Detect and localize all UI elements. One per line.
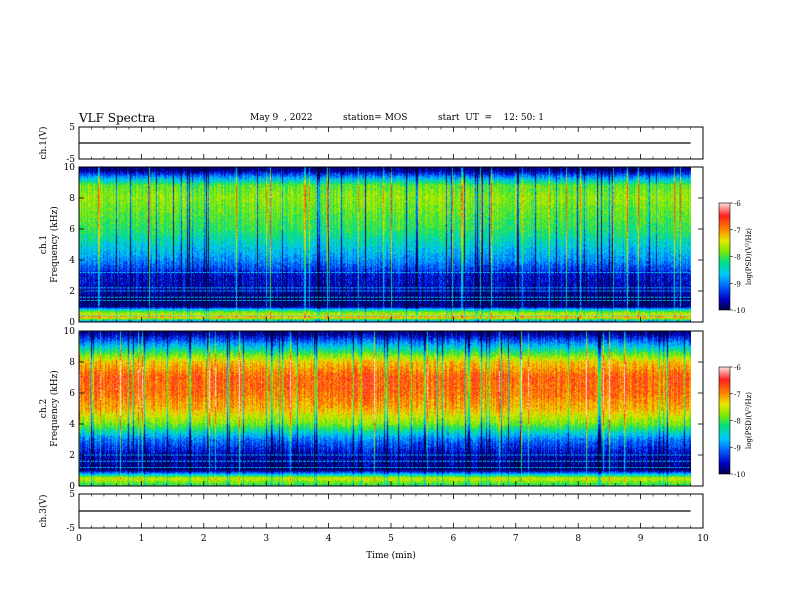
ch1-colorbar — [718, 202, 731, 311]
ch1-colorbar-tick-2: -8 — [734, 254, 741, 262]
spec2-ytick-label-1: 2 — [69, 451, 75, 461]
ch1-colorbar-tick-3: -9 — [734, 280, 741, 288]
ch2-spec-ylabel-0: ch.2 — [39, 399, 49, 418]
x-tick-label-0: 0 — [76, 534, 82, 544]
x-tick-label-4: 4 — [326, 534, 332, 544]
ch1-colorbar-tick-1: -7 — [734, 227, 741, 235]
x-tick-label-3: 3 — [263, 534, 269, 544]
station-label: station= MOS — [343, 113, 408, 123]
ch1v-ytick-label-1: -5 — [66, 155, 75, 165]
ch1-colorbar-label: log(PSD)(V²/Hz) — [745, 228, 753, 285]
recording-date: May 9 , 2022 — [250, 113, 313, 123]
chart-title: VLF Spectra — [79, 111, 156, 125]
spec1-ytick-label-5: 10 — [64, 163, 76, 173]
x-tick-label-9: 9 — [638, 534, 644, 544]
spec2-ytick-label-3: 6 — [69, 389, 75, 399]
ch1-spec-ylabel-1: Frequency (kHz) — [49, 206, 60, 283]
x-tick-label-7: 7 — [513, 534, 519, 544]
x-axis-label: Time (min) — [366, 550, 416, 561]
ch2-spec-ylabel-1: Frequency (kHz) — [49, 370, 60, 447]
x-tick-label-1: 1 — [139, 534, 145, 544]
x-tick-label-5: 5 — [388, 534, 394, 544]
ch2-colorbar — [718, 366, 731, 475]
ch2-spectrogram-image — [79, 331, 691, 486]
x-tick-label-2: 2 — [201, 534, 207, 544]
ch2-colorbar-tick-1: -7 — [734, 391, 741, 399]
ch1-spectrogram-image — [79, 167, 691, 322]
ch2-colorbar-tick-0: -6 — [734, 364, 741, 372]
ch2-colorbar-tick-2: -8 — [734, 418, 741, 426]
ch2-colorbar-tick-3: -9 — [734, 444, 741, 452]
spec1-ytick-label-4: 8 — [69, 194, 75, 204]
spec2-ytick-label-0: 0 — [69, 482, 75, 492]
x-tick-label-8: 8 — [575, 534, 581, 544]
ch1-colorbar-tick-0: -6 — [734, 200, 741, 208]
spec2-ytick-label-2: 4 — [69, 420, 75, 430]
spec1-ytick-label-1: 2 — [69, 287, 75, 297]
ch2-colorbar-label: log(PSD)(V²/Hz) — [745, 392, 753, 449]
spec2-ytick-label-4: 8 — [69, 358, 75, 368]
ch3-ylabel: ch.3(V) — [38, 495, 49, 528]
start-time: start UT = 12: 50: 1 — [438, 113, 544, 123]
spec1-ytick-label-3: 6 — [69, 225, 75, 235]
ch3v-ytick-label-0: 5 — [69, 490, 75, 500]
x-tick-label-10: 10 — [697, 534, 709, 544]
ch1-colorbar-tick-4: -10 — [734, 307, 745, 315]
ch3v-ytick-label-1: -5 — [66, 524, 75, 534]
spec1-ytick-label-2: 4 — [69, 256, 75, 266]
x-tick-label-6: 6 — [451, 534, 457, 544]
ch1-spec-ylabel-0: ch.1 — [39, 235, 49, 254]
ch2-colorbar-tick-4: -10 — [734, 471, 745, 479]
ch1v-ytick-label-0: 5 — [69, 123, 75, 133]
spec1-ytick-label-0: 0 — [69, 318, 75, 328]
ch1-ylabel: ch.1(V) — [38, 127, 49, 160]
spec2-ytick-label-5: 10 — [64, 327, 76, 337]
